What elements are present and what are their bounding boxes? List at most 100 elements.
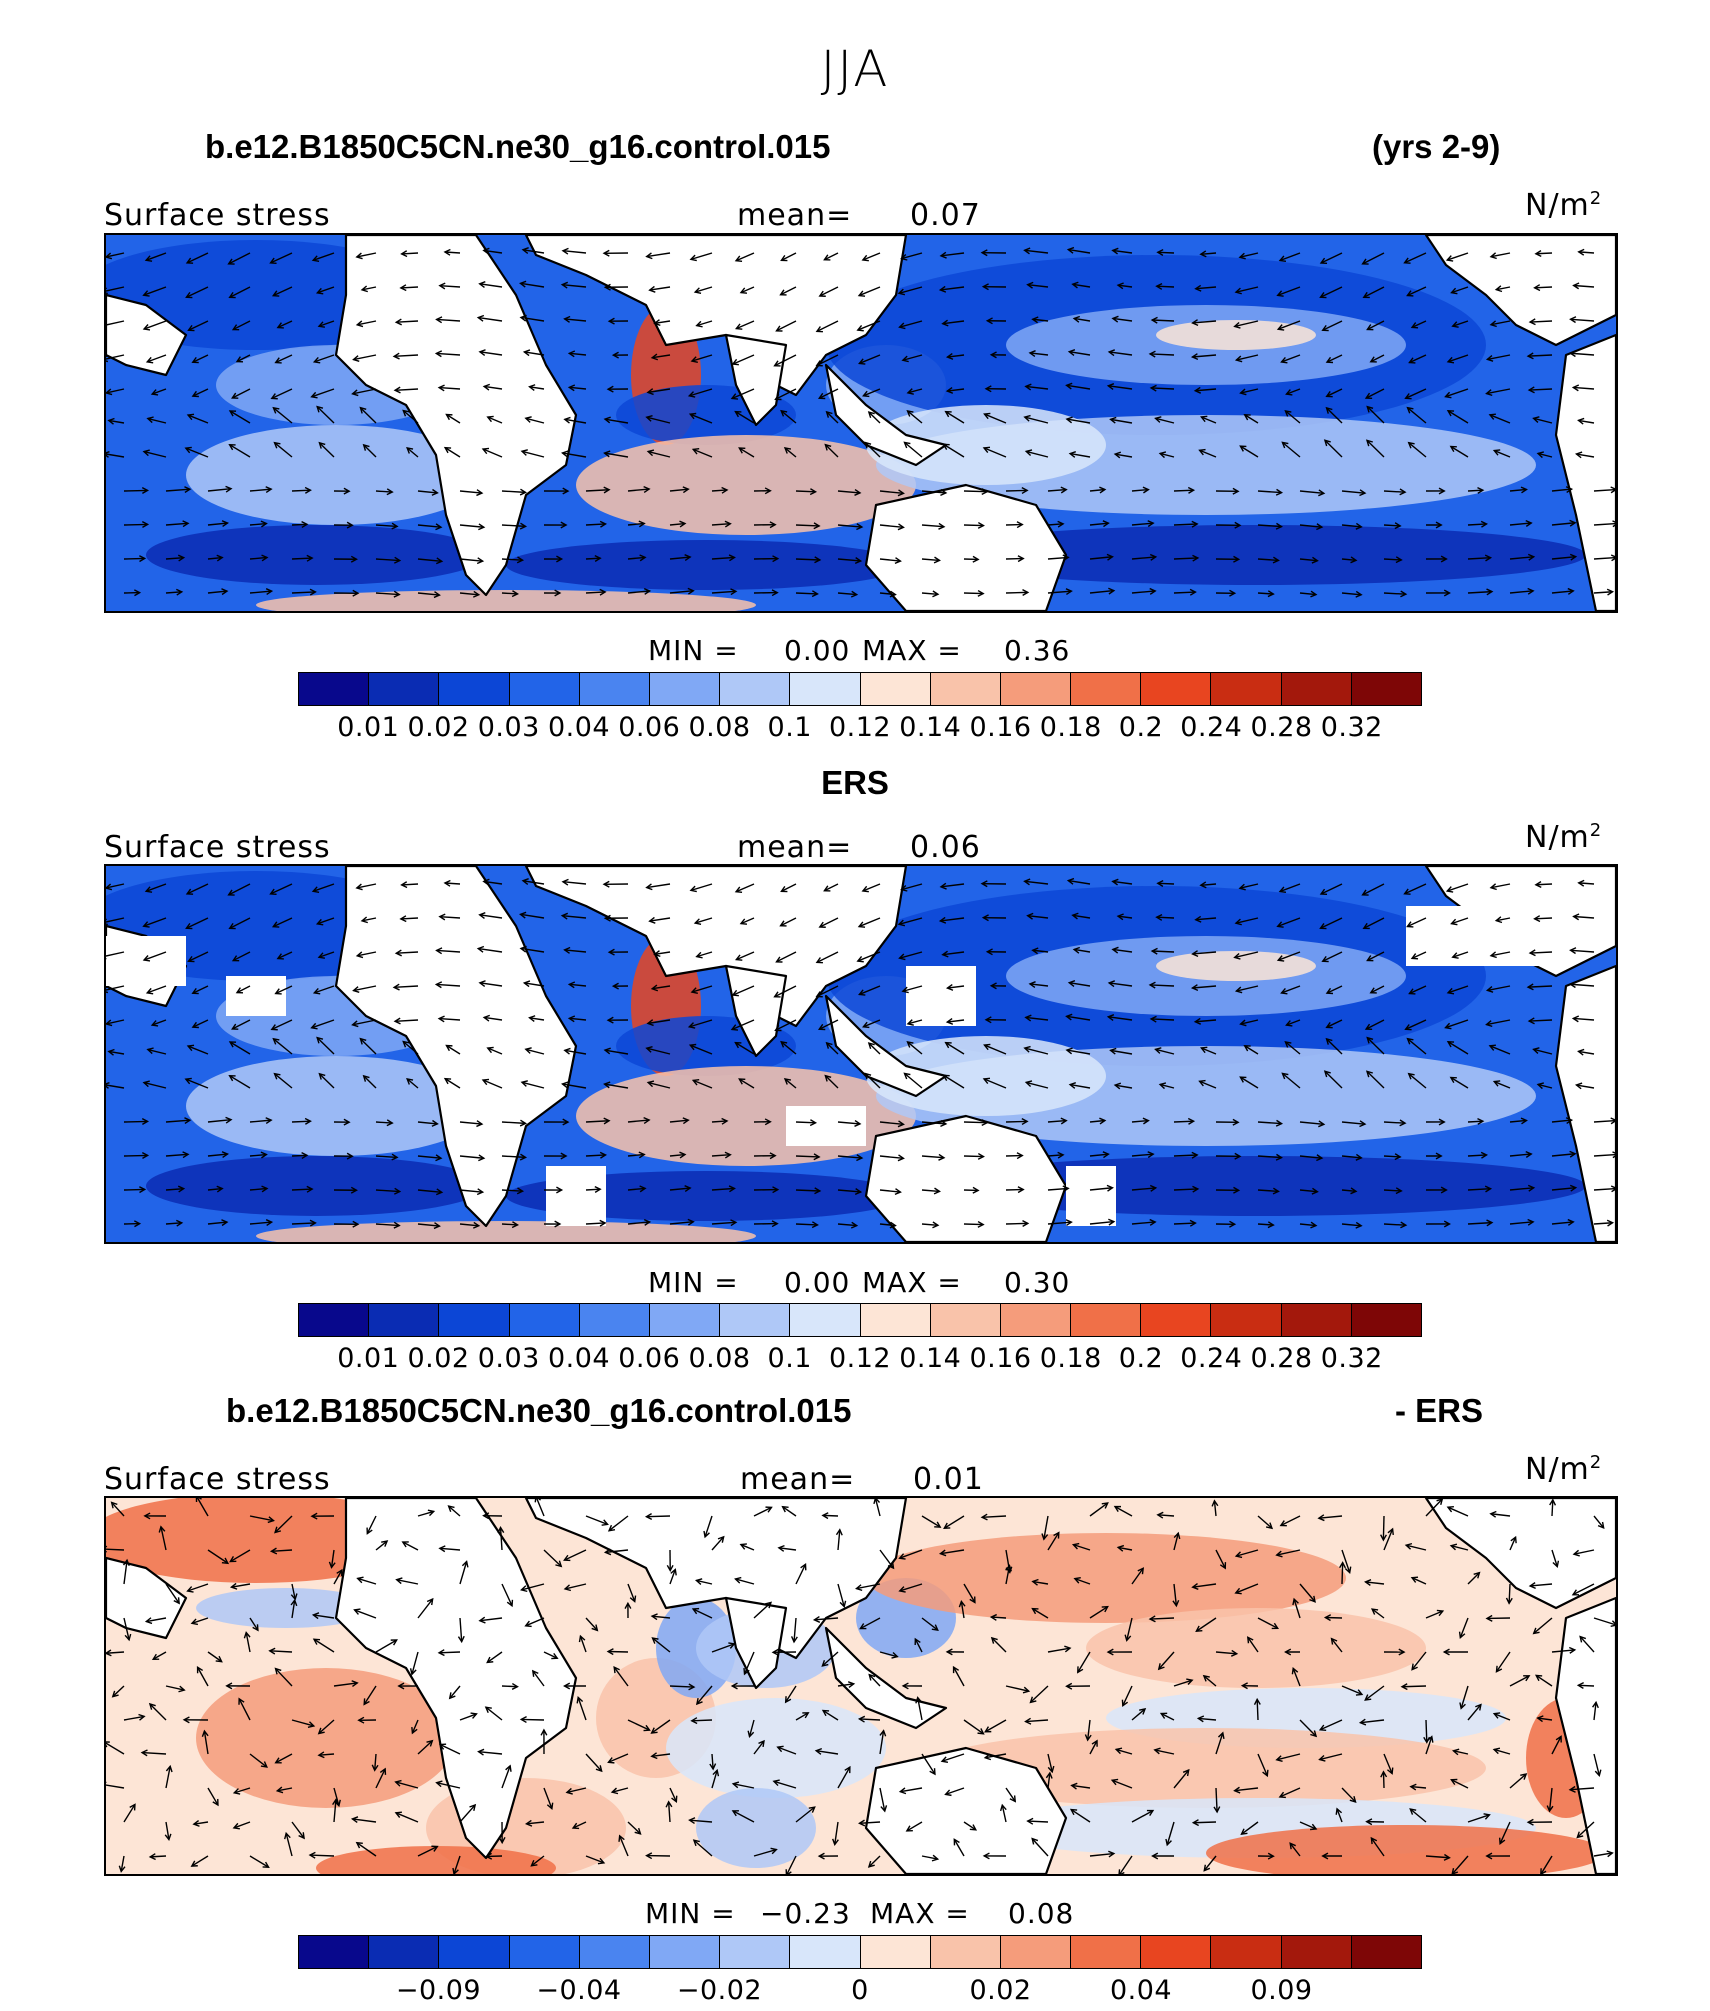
panel1-min-label: MIN = bbox=[648, 634, 739, 667]
panel1-max-label: MAX = bbox=[862, 634, 962, 667]
panel1-colorbar bbox=[298, 672, 1422, 706]
colorbar-tick-label: 0.24 bbox=[1180, 712, 1243, 743]
colorbar-tick-label: 0.32 bbox=[1320, 1343, 1383, 1374]
colorbar-swatch bbox=[1351, 1936, 1421, 1968]
colorbar-tick-label: 0.32 bbox=[1320, 712, 1383, 743]
panel3-map bbox=[104, 1496, 1618, 1876]
panel3-mean-value: 0.01 bbox=[913, 1462, 984, 1497]
colorbar-swatch bbox=[439, 673, 510, 705]
panel1-mean-label: mean= bbox=[737, 198, 853, 233]
colorbar-swatch bbox=[1000, 1304, 1072, 1336]
panel1-mean-value: 0.07 bbox=[910, 198, 981, 233]
colorbar-tick-label: 0.01 bbox=[337, 1343, 400, 1374]
colorbar-swatch bbox=[1281, 1304, 1352, 1336]
panel2-colorbar-ticks: 0.01 0.02 0.03 0.04 0.06 0.08 0.1 0.12 0.14 0.16 0… bbox=[298, 1343, 1422, 1379]
colorbar-tick-label: 0.02 bbox=[969, 1975, 1032, 2006]
colorbar-swatch bbox=[299, 673, 370, 705]
panel1-colorbar-ticks: 0.01 0.02 0.03 0.04 0.06 0.08 0.1 0.12 0.14 0.16 0… bbox=[298, 712, 1422, 748]
colorbar-tick-label: 0.03 bbox=[477, 1343, 540, 1374]
colorbar-tick-label: 0.28 bbox=[1250, 1343, 1313, 1374]
panel1-max-value: 0.36 bbox=[1004, 634, 1071, 667]
colorbar-swatch bbox=[1071, 673, 1142, 705]
panel1-case-name: b.e12.B1850C5CN.ne30_g16.control.015 bbox=[205, 128, 831, 165]
colorbar-swatch bbox=[1351, 673, 1421, 705]
colorbar-swatch bbox=[930, 673, 1001, 705]
colorbar-tick-label: 0.02 bbox=[407, 712, 470, 743]
colorbar-swatch bbox=[1211, 1936, 1282, 1968]
panel3-minus-ers: - ERS bbox=[1395, 1392, 1484, 1429]
map-canvas bbox=[106, 235, 1616, 611]
colorbar-swatch bbox=[860, 673, 931, 705]
panel2-map bbox=[104, 864, 1618, 1244]
colorbar-tick-label: −0.02 bbox=[676, 1975, 763, 2006]
panel2-variable-label: Surface stress bbox=[104, 830, 331, 865]
colorbar-swatch bbox=[439, 1936, 510, 1968]
colorbar-swatch bbox=[649, 1936, 721, 1968]
colorbar-swatch bbox=[1141, 1936, 1212, 1968]
colorbar-tick-label: 0.14 bbox=[899, 712, 962, 743]
colorbar-swatch bbox=[509, 1936, 580, 1968]
panel1-min-value: 0.00 bbox=[784, 634, 851, 667]
colorbar-tick-label: 0.18 bbox=[1039, 1343, 1102, 1374]
colorbar-tick-label: 0.24 bbox=[1180, 1343, 1243, 1374]
colorbar-swatch bbox=[299, 1936, 370, 1968]
colorbar-tick-label: 0.2 bbox=[1118, 1343, 1164, 1374]
colorbar-tick-label: 0.08 bbox=[688, 1343, 751, 1374]
colorbar-swatch bbox=[790, 1936, 861, 1968]
panel1-map bbox=[104, 233, 1618, 613]
colorbar-swatch bbox=[369, 1936, 440, 1968]
colorbar-swatch bbox=[1000, 673, 1072, 705]
colorbar-tick-label: 0.16 bbox=[969, 1343, 1032, 1374]
panel2-mean-label: mean= bbox=[737, 830, 853, 865]
panel3-units: N/m2 bbox=[1525, 1452, 1603, 1487]
panel3-variable-label: Surface stress bbox=[104, 1462, 331, 1497]
colorbar-swatch bbox=[1141, 673, 1212, 705]
colorbar-tick-label: 0.02 bbox=[407, 1343, 470, 1374]
colorbar-tick-label: 0.16 bbox=[969, 712, 1032, 743]
colorbar-swatch bbox=[369, 1304, 440, 1336]
map-canvas bbox=[106, 1498, 1616, 1874]
colorbar-tick-label: 0.08 bbox=[688, 712, 751, 743]
colorbar-tick-label: 0.03 bbox=[477, 712, 540, 743]
colorbar-swatch bbox=[1281, 1936, 1352, 1968]
colorbar-tick-label: −0.09 bbox=[395, 1975, 482, 2006]
colorbar-tick-label: 0.04 bbox=[1109, 1975, 1173, 2006]
colorbar-swatch bbox=[1071, 1936, 1142, 1968]
panel3-min-label: MIN = bbox=[645, 1897, 736, 1930]
colorbar-swatch bbox=[860, 1304, 931, 1336]
colorbar-swatch bbox=[790, 673, 861, 705]
colorbar-swatch bbox=[860, 1936, 931, 1968]
panel2-max-label: MAX = bbox=[862, 1266, 962, 1299]
colorbar-tick-label: 0.28 bbox=[1250, 712, 1313, 743]
panel2-max-value: 0.30 bbox=[1004, 1266, 1071, 1299]
panel2-min-label: MIN = bbox=[648, 1266, 739, 1299]
colorbar-swatch bbox=[1141, 1304, 1212, 1336]
panel2-min-value: 0.00 bbox=[784, 1266, 851, 1299]
panel3-colorbar bbox=[298, 1935, 1422, 1969]
colorbar-tick-label: 0.09 bbox=[1250, 1975, 1313, 2006]
colorbar-swatch bbox=[930, 1304, 1001, 1336]
panel1-units: N/m2 bbox=[1525, 188, 1603, 223]
colorbar-swatch bbox=[720, 1304, 791, 1336]
colorbar-tick-label: 0.18 bbox=[1039, 712, 1102, 743]
panel3-max-value: 0.08 bbox=[1008, 1897, 1075, 1930]
panel3-case-name: b.e12.B1850C5CN.ne30_g16.control.015 bbox=[226, 1392, 852, 1429]
colorbar-swatch bbox=[579, 1936, 650, 1968]
panel2-mean-value: 0.06 bbox=[910, 830, 981, 865]
colorbar-swatch bbox=[930, 1936, 1001, 1968]
colorbar-swatch bbox=[509, 673, 580, 705]
figure-title: JJA bbox=[820, 40, 890, 98]
colorbar-tick-label: 0 bbox=[851, 1975, 869, 2006]
colorbar-swatch bbox=[649, 673, 721, 705]
colorbar-tick-label: 0.2 bbox=[1118, 712, 1164, 743]
colorbar-swatch bbox=[1071, 1304, 1142, 1336]
colorbar-swatch bbox=[720, 1936, 791, 1968]
colorbar-swatch bbox=[579, 673, 650, 705]
colorbar-swatch bbox=[299, 1304, 370, 1336]
colorbar-swatch bbox=[509, 1304, 580, 1336]
colorbar-swatch bbox=[369, 673, 440, 705]
colorbar-tick-label: 0.04 bbox=[547, 1343, 611, 1374]
colorbar-swatch bbox=[439, 1304, 510, 1336]
colorbar-tick-label: 0.01 bbox=[337, 712, 400, 743]
colorbar-swatch bbox=[1000, 1936, 1072, 1968]
